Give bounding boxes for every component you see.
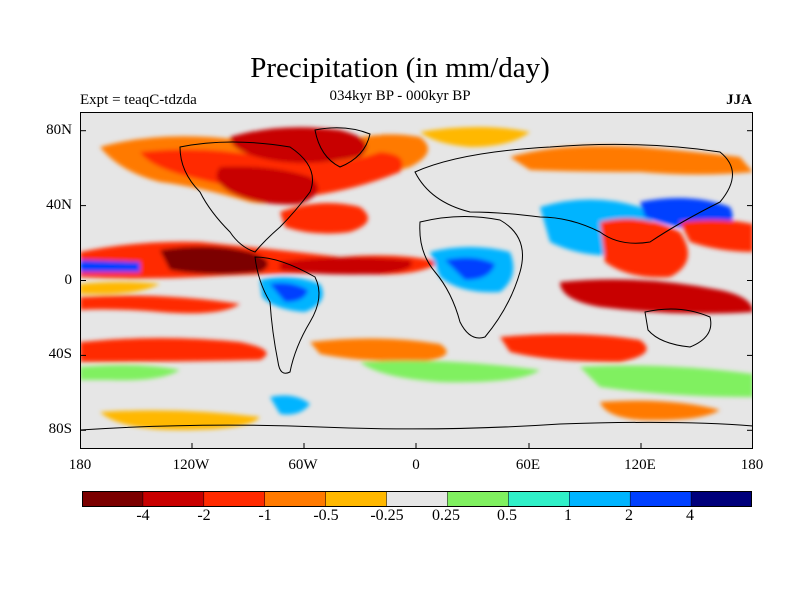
colorbar-cell <box>264 491 327 507</box>
anomaly-region-greenland <box>230 127 367 163</box>
anomaly-region-gulf-stream <box>280 203 368 234</box>
colorbar-cell <box>569 491 631 507</box>
precip-anomaly-field <box>80 127 753 430</box>
colorbar-cell <box>508 491 571 507</box>
colorbar-label-0-25: 0.25 <box>432 507 460 524</box>
anomaly-region-siberia <box>510 145 753 175</box>
colorbar <box>82 491 752 507</box>
anomaly-region-southern-pacific-wet <box>80 365 180 381</box>
lon-tick-60e: 60E <box>515 457 541 473</box>
colorbar-cell <box>82 491 144 507</box>
anomaly-region-south-pacific-dry <box>80 282 160 294</box>
lon-tick-180e: 180 <box>740 457 764 473</box>
colorbar-cell <box>142 491 205 507</box>
lon-tick-0: 0 <box>412 457 420 473</box>
colorbar-cell <box>325 491 388 507</box>
coast-australia <box>644 308 712 348</box>
anomaly-region-west-pacific-wet <box>80 260 140 272</box>
anomaly-region-atlantic-itcz <box>280 257 412 275</box>
lon-tick-120e: 120E <box>624 457 656 473</box>
lat-tick-80n: 80N <box>46 122 72 138</box>
lat-tick-80s: 80S <box>48 421 72 437</box>
lat-tick-40s: 40S <box>48 346 72 362</box>
coast-africa <box>419 215 523 339</box>
chart-title: Precipitation (in mm/day) <box>250 52 550 84</box>
anomaly-region-southern-pacific-dry <box>80 338 267 362</box>
colorbar-label-neg4: -4 <box>136 507 150 524</box>
colorbar-label-neg0-5: -0.5 <box>313 507 339 524</box>
colorbar-label-neg1: -1 <box>258 507 272 524</box>
coast-eurasia <box>414 143 733 244</box>
anomaly-region-barents <box>420 127 530 147</box>
anomaly-region-east-pacific-core <box>160 246 268 275</box>
coast-south-america <box>254 256 320 374</box>
lat-tick-0: 0 <box>64 272 73 288</box>
experiment-label: Expt = teaqC-tdzda <box>80 92 197 108</box>
period-subtitle: 034kyr BP - 000kyr BP <box>329 88 471 104</box>
colorbar-label-neg2: -2 <box>197 507 211 524</box>
colorbar-cell <box>629 491 692 507</box>
anomaly-region-south-indian-wet <box>580 365 753 397</box>
colorbar-cell <box>690 491 752 507</box>
anomaly-region-bay-of-bengal <box>600 218 688 278</box>
colorbar-cell <box>447 491 510 507</box>
anomaly-region-amazon-core <box>270 282 308 302</box>
season-label: JJA <box>726 92 752 108</box>
colorbar-cell <box>203 491 266 507</box>
anomaly-region-north-america <box>216 166 318 205</box>
colorbar-cells <box>82 491 752 507</box>
colorbar-cell <box>386 491 449 507</box>
coast-antarctica <box>80 421 753 431</box>
coast-north-america <box>179 141 313 253</box>
anomaly-region-maritime-continent <box>560 279 753 314</box>
lon-tick-60w: 60W <box>288 457 318 473</box>
colorbar-label-2: 2 <box>625 507 633 524</box>
lat-tick-40n: 40N <box>46 197 72 213</box>
lon-tick-120w: 120W <box>172 457 210 473</box>
anomaly-region-spcz <box>80 295 240 314</box>
coastlines <box>80 127 753 431</box>
precipitation-map <box>80 112 753 449</box>
lon-tick-180w: 180 <box>68 457 92 473</box>
anomaly-region-antarctic-indian-dry <box>600 400 720 421</box>
colorbar-frame <box>82 491 752 507</box>
anomaly-region-west-pacific-dry <box>680 219 753 252</box>
colorbar-label-0-5: 0.5 <box>497 507 517 524</box>
map-ticks <box>80 130 753 449</box>
colorbar-label-1: 1 <box>564 507 572 524</box>
colorbar-label-neg0-25: -0.25 <box>370 507 404 524</box>
anomaly-region-africa-core <box>445 257 495 280</box>
anomaly-region-southern-ocean-wet <box>360 360 540 383</box>
anomaly-region-south-atlantic-dry <box>310 338 447 362</box>
anomaly-region-drake-wet <box>270 395 310 415</box>
colorbar-label-4: 4 <box>686 507 694 524</box>
coast-greenland <box>314 127 371 168</box>
anomaly-region-south-indian-dry <box>500 334 647 362</box>
